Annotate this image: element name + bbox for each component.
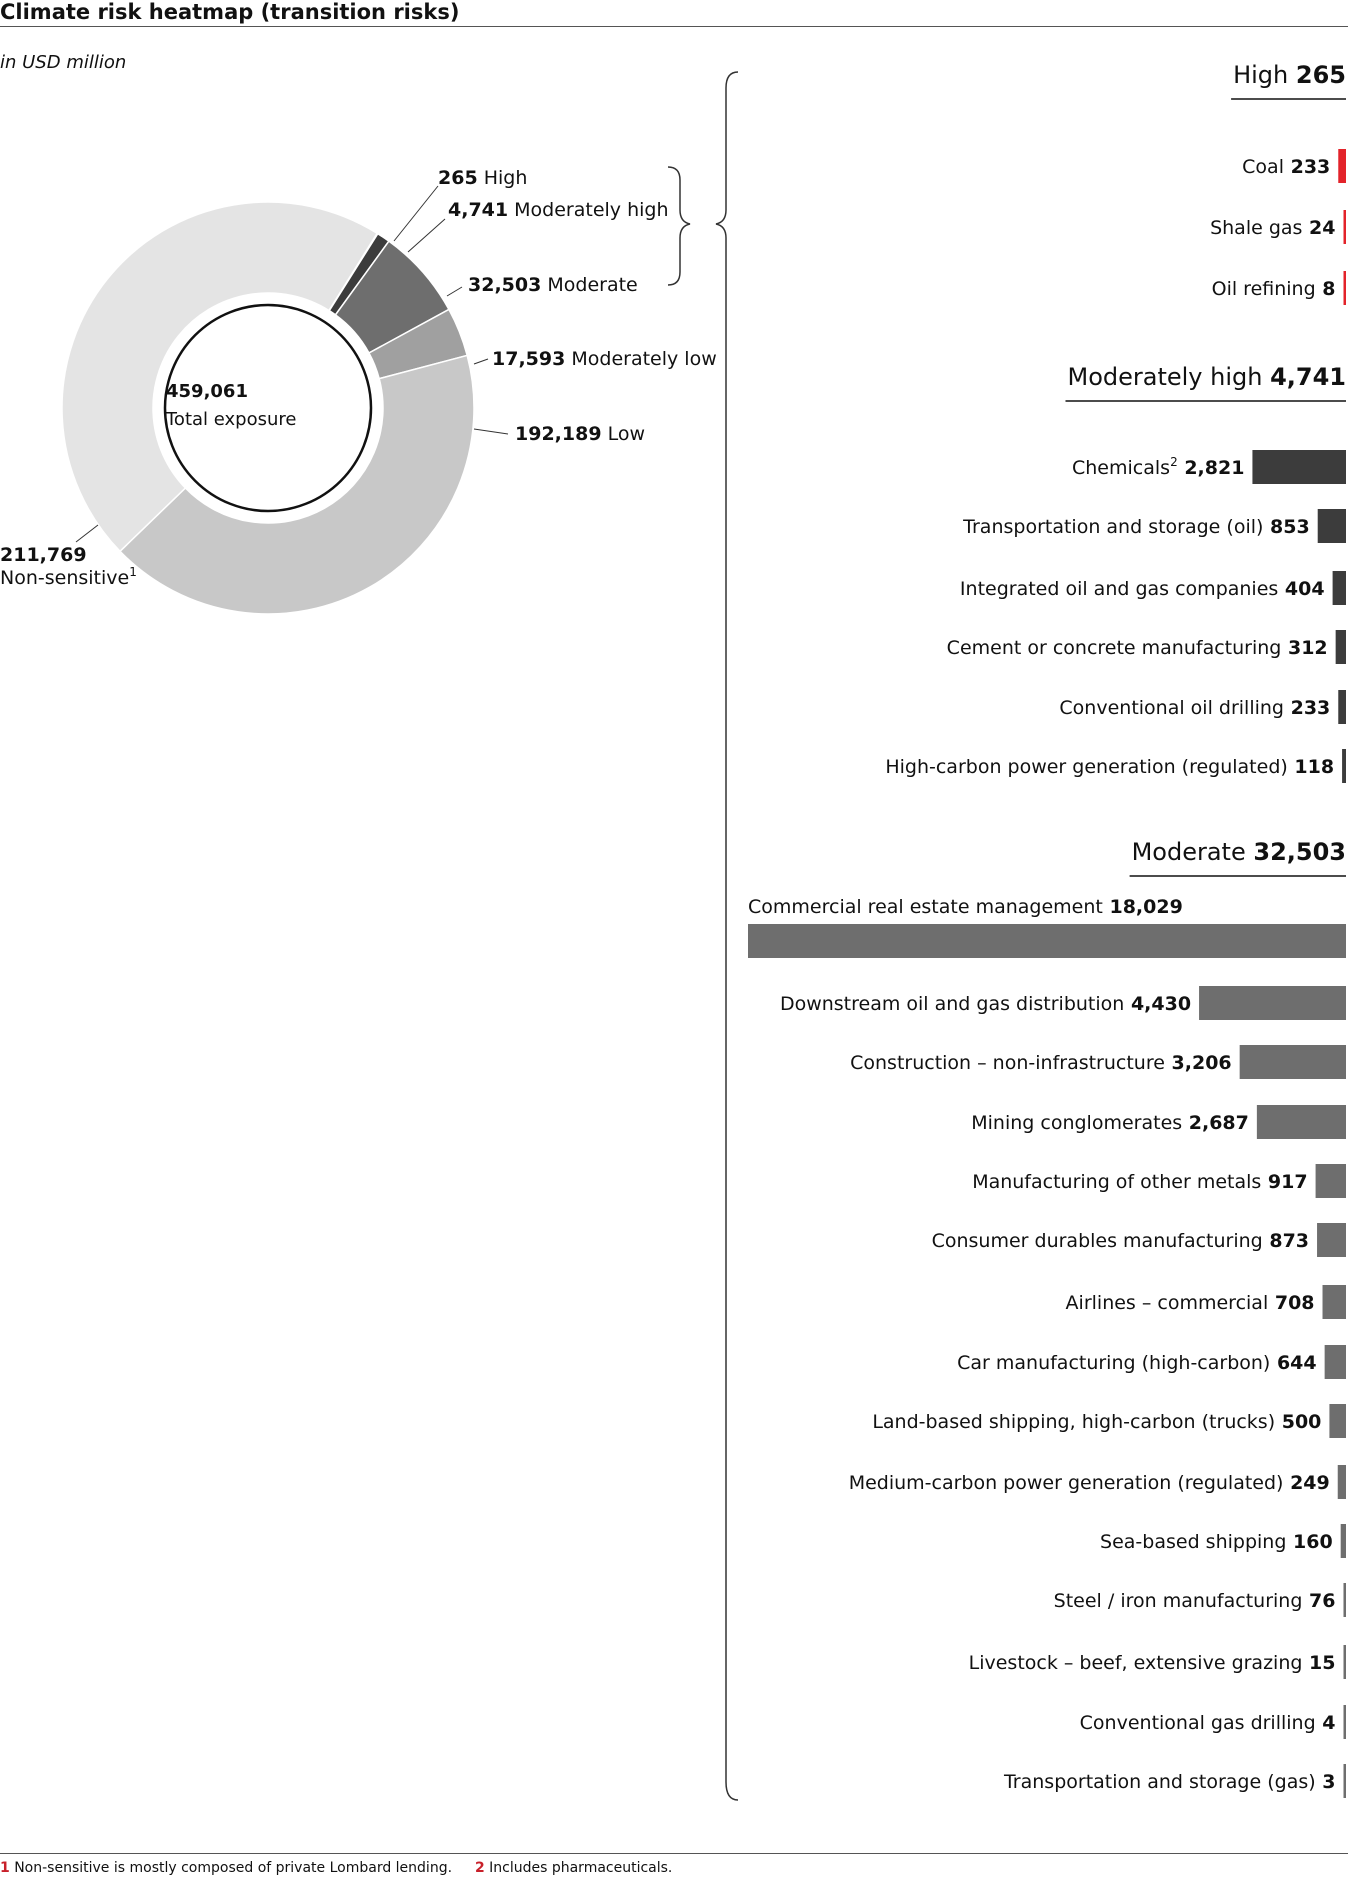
- bar-label-sea-based-shipping: Sea-based shipping 160: [1100, 1531, 1333, 1553]
- leader-line-non-sensitive: [75, 524, 99, 543]
- unit-subtitle: in USD million: [0, 52, 127, 73]
- bar-label-coal: Coal 233: [1242, 156, 1330, 178]
- bar-cement-or-concrete-manufacturing: [1335, 630, 1346, 664]
- bar-label-downstream-oil-and-gas-distribution: Downstream oil and gas distribution 4,43…: [780, 993, 1191, 1015]
- donut-slice-low: [118, 354, 475, 615]
- bar-car-manufacturing-high-carbon-: [1324, 1345, 1346, 1379]
- bar-commercial-real-estate-management: [748, 924, 1346, 958]
- bar-label-chemicals: Chemicals2 2,821: [1072, 455, 1244, 479]
- leader-line-moderate: [446, 286, 463, 297]
- bar-transportation-and-storage-oil-: [1317, 509, 1346, 543]
- donut-slice-non-sensitive: [61, 201, 379, 553]
- bar-label-cement-or-concrete-manufacturing: Cement or concrete manufacturing 312: [947, 637, 1328, 659]
- bar-downstream-oil-and-gas-distribution: [1199, 986, 1346, 1020]
- bar-label-livestock-beef-extensive-grazing: Livestock – beef, extensive grazing 15: [969, 1652, 1336, 1674]
- footnotes: 1 Non-sensitive is mostly composed of pr…: [0, 1860, 672, 1876]
- footnote-2-number: 2: [474, 1860, 485, 1876]
- bar-label-mining-conglomerates: Mining conglomerates 2,687: [971, 1112, 1249, 1134]
- title-rule: [0, 26, 1348, 27]
- bar-label-consumer-durables-manufacturing: Consumer durables manufacturing 873: [932, 1230, 1309, 1252]
- large-brace: [715, 71, 739, 1801]
- group-header-high: High 265: [1233, 61, 1346, 89]
- footnote-1-text: Non-sensitive is mostly composed of priv…: [14, 1860, 453, 1876]
- slice-label-moderately-low: 17,593 Moderately low: [492, 348, 717, 370]
- bar-label-construction-non-infrastructure: Construction – non-infrastructure 3,206: [850, 1052, 1232, 1074]
- bar-label-manufacturing-of-other-metals: Manufacturing of other metals 917: [972, 1171, 1307, 1193]
- slice-label-high: 265 High: [438, 167, 527, 189]
- slice-label-moderate: 32,503 Moderate: [468, 274, 638, 296]
- bar-sea-based-shipping: [1340, 1524, 1346, 1558]
- donut-center-value: 459,061: [166, 381, 248, 402]
- bar-construction-non-infrastructure: [1239, 1045, 1346, 1079]
- bar-livestock-beef-extensive-grazing: [1343, 1645, 1346, 1679]
- leader-line-moderately-low: [473, 358, 489, 365]
- footnote-1-number: 1: [0, 1860, 10, 1876]
- leader-line-moderately-high: [407, 218, 446, 253]
- bar-chemicals: [1252, 450, 1346, 484]
- bar-airlines-commercial: [1322, 1285, 1346, 1319]
- leader-line-high: [393, 185, 439, 242]
- bar-manufacturing-of-other-metals: [1315, 1164, 1346, 1198]
- bar-label-integrated-oil-and-gas-companies: Integrated oil and gas companies 404: [960, 578, 1325, 600]
- chart-title: Climate risk heatmap (transition risks): [0, 0, 460, 24]
- bar-integrated-oil-and-gas-companies: [1332, 571, 1346, 605]
- bar-label-transportation-and-storage-oil-: Transportation and storage (oil) 853: [962, 516, 1310, 538]
- bar-high-carbon-power-generation-regulated-: [1342, 749, 1346, 783]
- donut-inner-ring: [163, 303, 373, 513]
- footer-rule: [0, 1853, 1348, 1854]
- small-brace: [667, 166, 691, 286]
- group-header-moderately-high: Moderately high 4,741: [1067, 363, 1346, 391]
- bar-label-airlines-commercial: Airlines – commercial 708: [1066, 1292, 1315, 1314]
- bar-label-conventional-gas-drilling: Conventional gas drilling 4: [1080, 1712, 1336, 1734]
- bar-conventional-oil-drilling: [1338, 690, 1346, 724]
- bar-label-conventional-oil-drilling: Conventional oil drilling 233: [1059, 697, 1330, 719]
- leader-line-low: [473, 428, 509, 435]
- bar-oil-refining: [1343, 271, 1346, 305]
- bar-label-shale-gas: Shale gas 24: [1210, 217, 1335, 239]
- donut-center-label: Total exposure: [165, 409, 296, 430]
- bar-label-transportation-and-storage-gas-: Transportation and storage (gas) 3: [1003, 1771, 1336, 1793]
- bar-label-high-carbon-power-generation-regulated-: High-carbon power generation (regulated)…: [885, 756, 1334, 778]
- bar-mining-conglomerates: [1256, 1105, 1346, 1139]
- bar-steel-iron-manufacturing: [1343, 1583, 1346, 1617]
- bar-transportation-and-storage-gas-: [1343, 1764, 1346, 1798]
- bar-land-based-shipping-high-carbon-trucks-: [1329, 1404, 1346, 1438]
- bar-conventional-gas-drilling: [1343, 1705, 1346, 1739]
- group-header-moderate: Moderate 32,503: [1132, 838, 1346, 866]
- bar-label-commercial-real-estate-management: Commercial real estate management 18,029: [748, 896, 1183, 918]
- slice-label-non-sensitive: Non-sensitive1: [0, 565, 137, 589]
- slice-label-moderately-high: 4,741 Moderately high: [448, 199, 669, 221]
- footnote-2-text: Includes pharmaceuticals.: [489, 1860, 673, 1876]
- bar-label-oil-refining: Oil refining 8: [1212, 278, 1336, 300]
- slice-label-low: 192,189 Low: [515, 423, 645, 445]
- bar-consumer-durables-manufacturing: [1317, 1223, 1346, 1257]
- bar-label-land-based-shipping-high-carbon-trucks-: Land-based shipping, high-carbon (trucks…: [872, 1411, 1321, 1433]
- bar-label-car-manufacturing-high-carbon-: Car manufacturing (high-carbon) 644: [957, 1352, 1317, 1374]
- bar-shale-gas: [1343, 210, 1346, 244]
- bar-label-steel-iron-manufacturing: Steel / iron manufacturing 76: [1054, 1590, 1336, 1612]
- slice-value-non-sensitive: 211,769: [0, 544, 87, 566]
- bar-coal: [1338, 149, 1346, 183]
- bar-medium-carbon-power-generation-regulated-: [1337, 1465, 1346, 1499]
- bar-label-medium-carbon-power-generation-regulated-: Medium-carbon power generation (regulate…: [849, 1472, 1330, 1494]
